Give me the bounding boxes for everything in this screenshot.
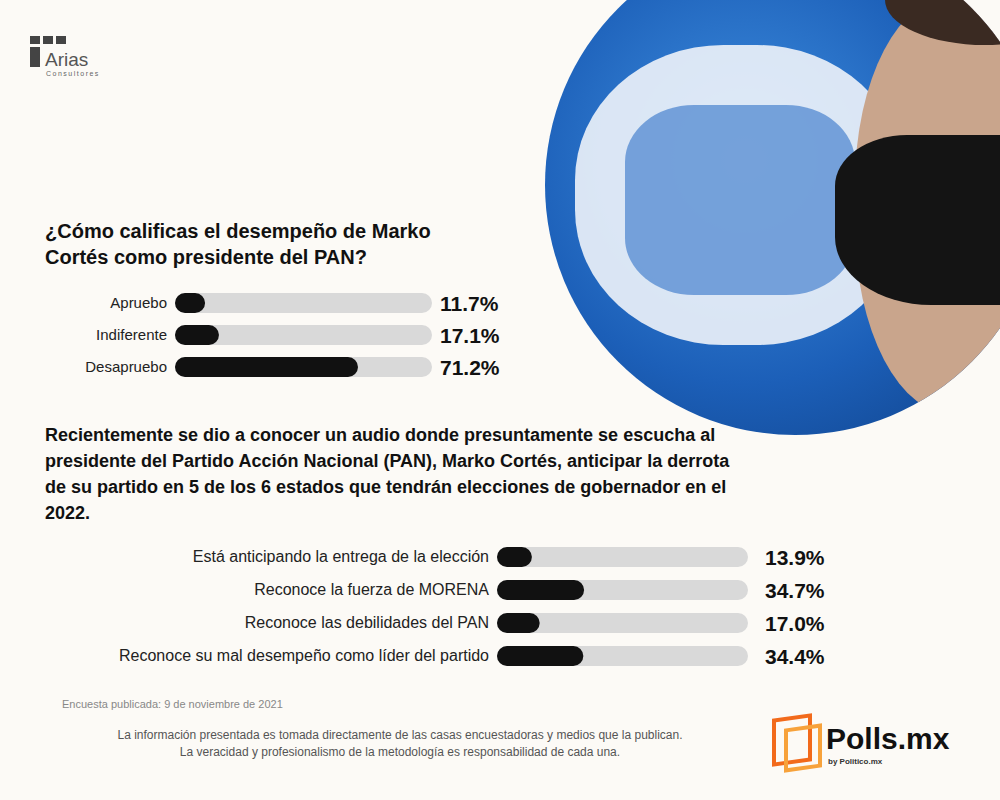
- svg-text:Indiferente: Indiferente: [96, 326, 167, 343]
- html-text:by Politico.mx: by Politico.mx: [828, 757, 883, 766]
- svg-text:34.7%: 34.7%: [765, 579, 825, 602]
- html-text:La información presentada es t: La información presentada es tomada dire…: [117, 728, 683, 742]
- html-text:Recientemente se dio a conocer: Recientemente se dio a conocer un audio …: [45, 425, 730, 523]
- html-text:Arias: Arias: [45, 49, 89, 70]
- html-text:La veracidad y profesionalismo: La veracidad y profesionalismo de la met…: [179, 745, 621, 759]
- svg-text:17.1%: 17.1%: [440, 324, 500, 347]
- svg-text:13.9%: 13.9%: [765, 546, 825, 569]
- html-text:¿Cómo calificas el desempeño d: ¿Cómo calificas el desempeño de Marko Co…: [45, 220, 431, 268]
- html-text:Encuesta publicada: 9 de novie: Encuesta publicada: 9 de noviembre de 20…: [62, 698, 283, 710]
- svg-text:Apruebo: Apruebo: [110, 294, 167, 311]
- html-text:Consultores: Consultores: [46, 70, 100, 77]
- svg-text:11.7%: 11.7%: [440, 292, 499, 315]
- svg-text:Está anticipando la entrega de: Está anticipando la entrega de la elecci…: [193, 548, 489, 565]
- svg-text:Reconoce las debilidades del P: Reconoce las debilidades del PAN: [245, 614, 489, 631]
- svg-text:34.4%: 34.4%: [765, 645, 825, 668]
- svg-text:71.2%: 71.2%: [440, 356, 500, 379]
- svg-text:Reconoce su mal desempeño como: Reconoce su mal desempeño como líder del…: [119, 647, 489, 664]
- svg-text:Desapruebo: Desapruebo: [85, 358, 167, 375]
- html-text:Polls.mx: Polls.mx: [826, 722, 950, 755]
- svg-text:Reconoce la fuerza de MORENA: Reconoce la fuerza de MORENA: [254, 581, 489, 598]
- svg-text:17.0%: 17.0%: [765, 612, 825, 635]
